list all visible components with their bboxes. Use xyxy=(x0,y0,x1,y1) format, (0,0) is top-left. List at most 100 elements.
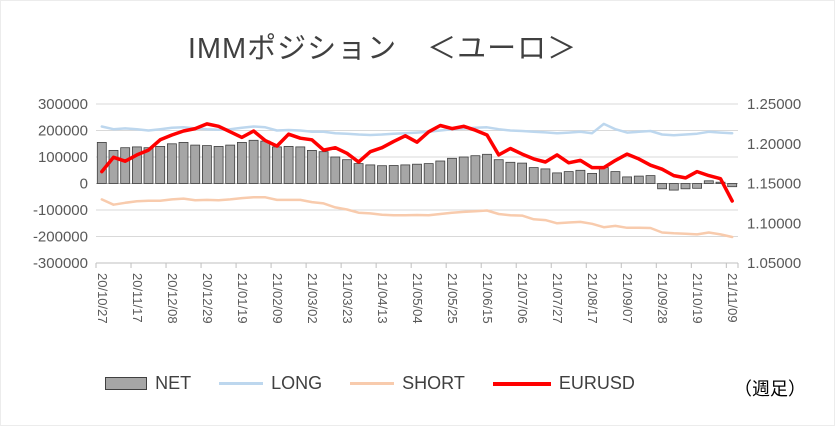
net-bar xyxy=(178,141,189,184)
legend-item-long: LONG xyxy=(219,373,322,394)
x-axis-label: 21/03/23 xyxy=(340,273,355,324)
chart-title: IMMポジション ＜ユーロ＞ xyxy=(187,33,578,65)
x-axis-label: 21/06/15 xyxy=(480,273,495,324)
net-bar xyxy=(131,146,142,184)
x-axis-label: 21/01/19 xyxy=(235,273,250,324)
net-bar xyxy=(155,145,166,184)
legend-label-eurusd: EURUSD xyxy=(558,373,635,393)
net-bar xyxy=(143,147,154,184)
y-axis-left-label: 100000 xyxy=(38,149,88,166)
net-bar xyxy=(563,171,574,184)
x-axis-label: 21/04/13 xyxy=(375,273,390,324)
net-bar xyxy=(692,183,702,189)
net-bar xyxy=(283,145,294,184)
net-bar xyxy=(190,144,201,184)
legend-item-short: SHORT xyxy=(350,373,465,394)
x-axis-label: 21/09/07 xyxy=(620,273,635,324)
net-bar xyxy=(528,167,539,184)
net-bar xyxy=(412,163,422,184)
x-axis-label: 21/07/27 xyxy=(550,273,565,324)
net-bar xyxy=(108,149,119,184)
x-axis-label: 21/02/09 xyxy=(270,273,285,324)
net-bar xyxy=(447,157,457,184)
net-bar xyxy=(610,171,621,184)
net-bar xyxy=(680,183,691,190)
net-bar xyxy=(540,168,551,184)
net-bar xyxy=(377,165,387,184)
x-axis-label: 20/12/29 xyxy=(200,273,215,324)
net-bar xyxy=(517,162,527,184)
x-axis-label: 21/05/04 xyxy=(410,273,425,324)
eurusd-swatch xyxy=(492,381,551,386)
net-bar xyxy=(306,149,317,184)
net-bar xyxy=(552,172,562,184)
short-swatch xyxy=(350,382,395,385)
net-bar xyxy=(435,160,446,184)
y-axis-left-label: -100000 xyxy=(33,202,88,219)
x-axis-label: 21/08/17 xyxy=(585,273,600,324)
legend-label-short: SHORT xyxy=(402,373,465,393)
net-bar xyxy=(260,140,271,184)
net-bar xyxy=(703,180,714,184)
net-bar xyxy=(330,156,341,184)
net-bar xyxy=(622,176,632,184)
net-bar xyxy=(225,144,236,184)
x-axis-label: 20/10/27 xyxy=(95,273,110,324)
x-axis-label: 20/11/17 xyxy=(130,273,145,323)
net-bar xyxy=(166,143,177,185)
x-axis-label: 21/09/28 xyxy=(655,273,670,324)
legend-item-net: NET xyxy=(105,373,191,394)
net-bar xyxy=(295,146,306,184)
net-bar xyxy=(353,163,364,184)
net-bar xyxy=(458,156,469,184)
legend-label-long: LONG xyxy=(271,373,323,393)
net-bar xyxy=(493,159,504,184)
net-bar xyxy=(271,146,282,184)
y-axis-left-label: -300000 xyxy=(33,255,88,272)
net-bar xyxy=(400,164,411,184)
y-axis-left-label: -200000 xyxy=(33,229,88,246)
eurusd-line xyxy=(100,122,734,203)
x-axis-label: 21/03/02 xyxy=(305,273,320,324)
y-axis-right-label: 1.05000 xyxy=(747,255,801,272)
net-bar xyxy=(657,183,667,190)
long-line xyxy=(100,122,734,137)
net-bar xyxy=(505,161,516,184)
y-axis-right-label: 1.20000 xyxy=(747,136,801,153)
net-bar xyxy=(633,175,644,184)
net-bar xyxy=(201,145,212,184)
net-bar xyxy=(423,163,434,184)
legend-label-net: NET xyxy=(155,373,192,393)
legend: NET LONG SHORT EURUSD xyxy=(1,373,739,394)
net-swatch xyxy=(105,377,148,390)
x-axis-label: 21/05/25 xyxy=(445,273,460,324)
y-axis-right-label: 1.15000 xyxy=(747,176,801,193)
net-bar xyxy=(470,155,481,184)
net-bar xyxy=(645,175,656,184)
x-axis-label: 21/10/19 xyxy=(690,273,705,324)
short-line xyxy=(100,196,734,239)
net-bar xyxy=(365,164,376,184)
y-axis-right-label: 1.10000 xyxy=(747,215,801,232)
x-axis-label: 20/12/08 xyxy=(165,273,180,324)
y-axis-left-label: 0 xyxy=(80,176,88,193)
net-bar xyxy=(248,139,259,184)
x-axis-label: 21/11/09 xyxy=(725,273,740,323)
net-bar xyxy=(318,151,329,184)
net-bar xyxy=(598,167,609,184)
net-bar xyxy=(575,169,586,185)
net-bar xyxy=(668,183,679,191)
net-bar xyxy=(120,147,131,184)
net-bar xyxy=(727,183,738,188)
y-axis-right-label: 1.25000 xyxy=(747,96,801,113)
y-axis-left-label: 200000 xyxy=(38,123,88,140)
net-bar xyxy=(96,141,107,184)
net-bar xyxy=(236,141,247,184)
net-bar xyxy=(213,145,224,184)
legend-item-eurusd: EURUSD xyxy=(492,373,635,394)
net-bar xyxy=(587,172,597,184)
net-bar xyxy=(388,165,399,184)
net-bar xyxy=(342,159,352,184)
